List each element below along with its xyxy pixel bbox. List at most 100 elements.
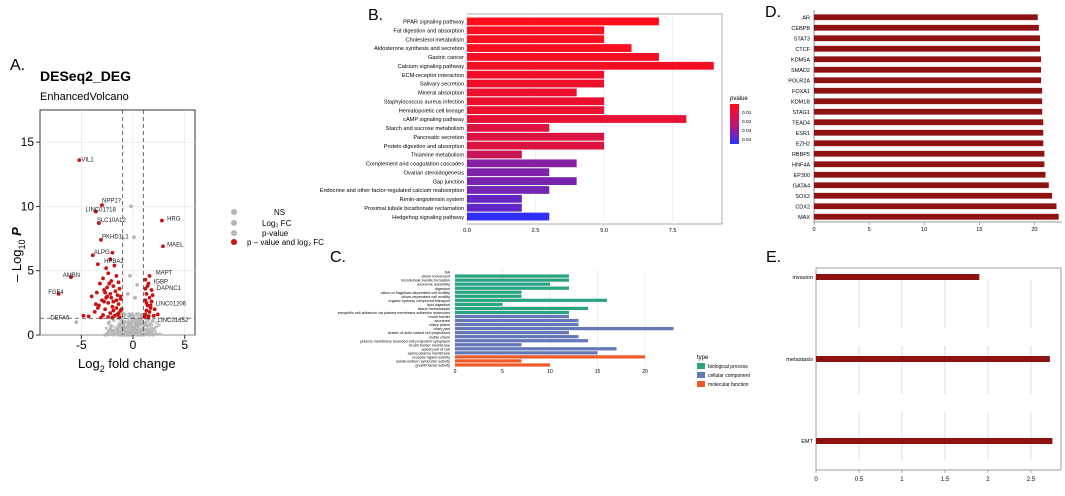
volcano-point-ns [157, 323, 161, 327]
volcano-point-ns [153, 329, 157, 333]
kegg-bar [467, 203, 522, 212]
kegg-bar [467, 106, 605, 115]
go-bar [455, 355, 645, 359]
kegg-bar [467, 88, 577, 97]
go-category-label: cilium or flagellum-dependent cell motil… [381, 291, 450, 295]
volcano-xlabel-main: Log [78, 356, 100, 371]
volcano-point-ns [123, 320, 127, 325]
volcano-ylabel: – Log10 P [9, 227, 27, 282]
kegg-category-label: Fat digestion and absorption [393, 29, 464, 35]
tf-category-label: MAX [798, 215, 810, 221]
tf-category-label: KDM1B [791, 99, 810, 105]
volcano-point-ns [148, 321, 152, 326]
tf-bar [814, 24, 1039, 31]
volcano-point-ns [133, 326, 137, 330]
volcano-ylabel-main: – Log [9, 249, 24, 282]
go-xtick-label: 20 [642, 369, 648, 375]
go-category-label: cilary part [434, 327, 451, 331]
go-bars [455, 274, 674, 367]
go-bar [455, 322, 579, 327]
volcano-point-ns [133, 320, 138, 325]
go-category-label: motile cilium [429, 335, 450, 339]
volcano-point-ns [152, 326, 156, 330]
volcano-point-sig [144, 291, 149, 296]
volcano-point-sig [145, 284, 150, 289]
go-category-label: plasma membrane bounded cell projection … [360, 339, 450, 343]
tf-category-label: ESR1 [796, 131, 810, 137]
tf-category-label: SOX2 [795, 194, 810, 200]
volcano-point-ns [146, 324, 150, 328]
volcano-point-ns [158, 332, 162, 336]
kegg-bar [467, 168, 550, 177]
kegg-category-label: Aldosterone synthesis and secretion [374, 46, 464, 52]
ox-xtick-label: 1.5 [941, 477, 950, 483]
volcano-grid [40, 110, 195, 336]
volcano-ytick-label: 0 [27, 328, 34, 342]
kegg-bar [467, 212, 550, 221]
volcano-point-sig [89, 294, 94, 299]
tf-bar [814, 66, 1042, 73]
volcano-point-ns [137, 312, 141, 316]
volcano-point-sig [108, 311, 113, 316]
kegg-xtick-label: 0.0 [463, 228, 471, 234]
tf-category-label: KDM5A [791, 57, 810, 63]
volcano-point-sig [110, 304, 115, 309]
kegg-x-ticks: 0.0 2.5 5.0 7.5 [463, 228, 676, 234]
go-legend-swatch-cc [697, 372, 705, 378]
volcano-point-sig [108, 257, 113, 262]
go-category-label: NA [445, 271, 451, 275]
go-bar [455, 282, 550, 286]
volcano-point-ns [120, 322, 124, 326]
tf-bar [814, 35, 1040, 42]
go-bar [455, 290, 522, 294]
ox-bar [816, 438, 1053, 444]
ox-category-label: invasion [792, 275, 813, 281]
volcano-point-sig [92, 309, 97, 314]
volcano-ylabel-sub: 10 [17, 239, 27, 249]
kegg-legend-gradient [730, 104, 739, 144]
kegg-bar-chart: PPAR signaling pathway Fat digestion and … [320, 13, 752, 234]
kegg-category-label: Thiamine metabolism [411, 153, 465, 159]
volcano-point-sig [116, 280, 121, 285]
volcano-point-sig [149, 299, 154, 304]
tf-bar [814, 98, 1043, 105]
volcano-point-ns [146, 327, 150, 331]
volcano-points [56, 158, 165, 337]
go-bar [455, 351, 598, 355]
volcano-point-sig [94, 290, 99, 295]
volcano-point-ns [102, 333, 106, 337]
go-category-label: apical part of cell [422, 347, 451, 351]
tf-bar [814, 203, 1057, 210]
kegg-category-label: Hematopoietic cell lineage [399, 108, 464, 114]
panel-label-b: B. [368, 7, 383, 24]
volcano-point-sig [97, 221, 101, 226]
go-category-label: ciliary plasm [429, 323, 450, 327]
legend-fc: Log₂ FC [262, 219, 292, 228]
go-legend-bp: biological process [708, 364, 748, 370]
go-category-label: digestion [435, 287, 450, 291]
volcano-title: DESeq2_DEG [40, 68, 131, 84]
volcano-point-ns [141, 321, 145, 325]
kegg-category-label: Mineral absorption [418, 91, 464, 97]
kegg-category-label: ECM-receptor interaction [402, 73, 464, 79]
volcano-point-sig [112, 263, 117, 268]
volcano-point-ns [122, 311, 126, 316]
kegg-bar [467, 186, 550, 194]
volcano-point-sig [86, 314, 91, 319]
volcano-point-ns [106, 330, 111, 334]
go-category-label: solute:sodium symporter activity [396, 360, 450, 364]
volcano-point-sig [111, 308, 116, 313]
volcano-point-ns [148, 333, 152, 337]
kegg-category-label: Calcium signaling pathway [398, 64, 464, 70]
volcano-point-sig [77, 158, 82, 163]
volcano-point-sig [105, 294, 110, 299]
volcano-point-sig [114, 273, 119, 278]
volcano-point-ns [115, 328, 120, 332]
volcano-point-sig [95, 262, 100, 267]
go-category-label: organic hydroxy compound transport [388, 299, 451, 303]
volcano-point-ns [127, 318, 131, 323]
tf-bar [814, 171, 1046, 178]
ox-xtick-label: 2 [986, 477, 990, 483]
go-bar [455, 331, 569, 335]
volcano-xtick-label: 5 [181, 338, 188, 352]
